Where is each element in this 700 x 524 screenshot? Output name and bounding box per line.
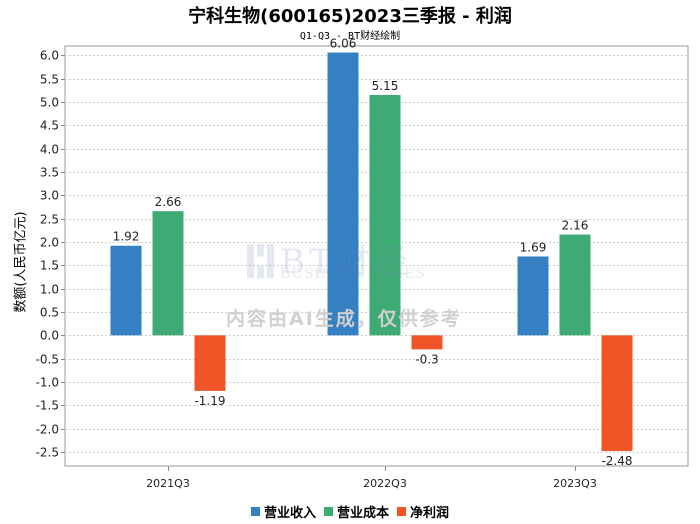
data-label: -0.3 <box>415 352 438 366</box>
data-label: 1.92 <box>113 230 140 244</box>
y-tick-label: 2.0 <box>40 236 59 250</box>
y-tick-label: -0.5 <box>36 353 59 367</box>
legend-item: 营业成本 <box>323 502 389 521</box>
y-tick-label: 5.0 <box>40 96 59 110</box>
bar-2023Q3-净利润 <box>601 335 633 452</box>
y-tick-label: -2.0 <box>36 423 59 437</box>
y-tick-label: 6.0 <box>40 49 59 63</box>
bar-2022Q3-营业成本 <box>369 95 401 336</box>
bt-logo-icon <box>247 244 274 278</box>
y-tick-label: 2.5 <box>40 213 59 227</box>
y-tick-label: 5.5 <box>40 73 59 87</box>
bar-chart: 6.0 5.5 5.0 4.5 4.0 3.5 3.0 2.5 2.0 1.5 1.0 0.5 0.0 -… <box>36 37 689 490</box>
legend-label: 营业收入 <box>263 506 316 521</box>
legend-label: 净利润 <box>410 506 450 521</box>
legend-item: 营业收入 <box>250 502 316 521</box>
data-label: -1.19 <box>194 394 225 408</box>
bar-2022Q3-营业收入 <box>327 52 359 336</box>
legend-label: 营业成本 <box>336 506 389 521</box>
watermark: BT财经 BUSINESS TIMES <box>246 240 466 286</box>
x-tick-label: 2021Q3 <box>146 477 190 490</box>
y-tick-label: 3.0 <box>40 189 59 203</box>
data-label: 6.06 <box>330 37 357 51</box>
bar-2023Q3-营业成本 <box>559 234 591 336</box>
y-tick-label: 4.0 <box>40 143 59 157</box>
legend-swatch <box>250 507 260 516</box>
chart-title: 宁科生物(600165)2023三季报 - 利润 <box>188 6 512 27</box>
x-tick-label: 2022Q3 <box>363 477 407 490</box>
bar-2022Q3-净利润 <box>411 335 443 350</box>
bar-2021Q3-营业成本 <box>152 211 184 336</box>
bar-2021Q3-净利润 <box>194 335 226 391</box>
legend-swatch <box>323 507 333 516</box>
watermark-subtitle: BUSINESS TIMES <box>280 266 427 282</box>
y-tick-label: 1.0 <box>40 283 59 297</box>
bar-2023Q3-营业收入 <box>517 256 549 336</box>
watermark-note: 内容由AI生成，仅供参考 <box>226 308 462 330</box>
y-tick-label: -1.5 <box>36 399 59 413</box>
bar-2021Q3-营业收入 <box>110 245 142 336</box>
data-label: 1.69 <box>520 240 547 254</box>
y-tick-label: 4.5 <box>40 119 59 133</box>
data-label: 5.15 <box>372 79 399 93</box>
y-tick-label: 0.0 <box>40 329 59 343</box>
data-label: 2.66 <box>155 195 182 209</box>
legend-swatch <box>397 507 406 516</box>
legend: 营业收入 营业成本 净利润 <box>0 502 700 521</box>
data-label: -2.48 <box>601 454 632 468</box>
legend-item: 净利润 <box>397 502 449 521</box>
y-tick-label: 3.5 <box>40 166 59 180</box>
chart-subtitle: Q1-Q3 - BT财经绘制 <box>299 31 401 42</box>
watermark-brand: BT财经 <box>280 242 412 282</box>
y-tick-label: 1.5 <box>40 259 59 273</box>
y-tick-label: -1.0 <box>36 376 59 390</box>
y-tick-label: 0.5 <box>40 306 59 320</box>
x-tick-label: 2023Q3 <box>553 477 597 490</box>
data-label: 2.16 <box>562 219 589 233</box>
y-tick-label: -2.5 <box>36 446 59 460</box>
